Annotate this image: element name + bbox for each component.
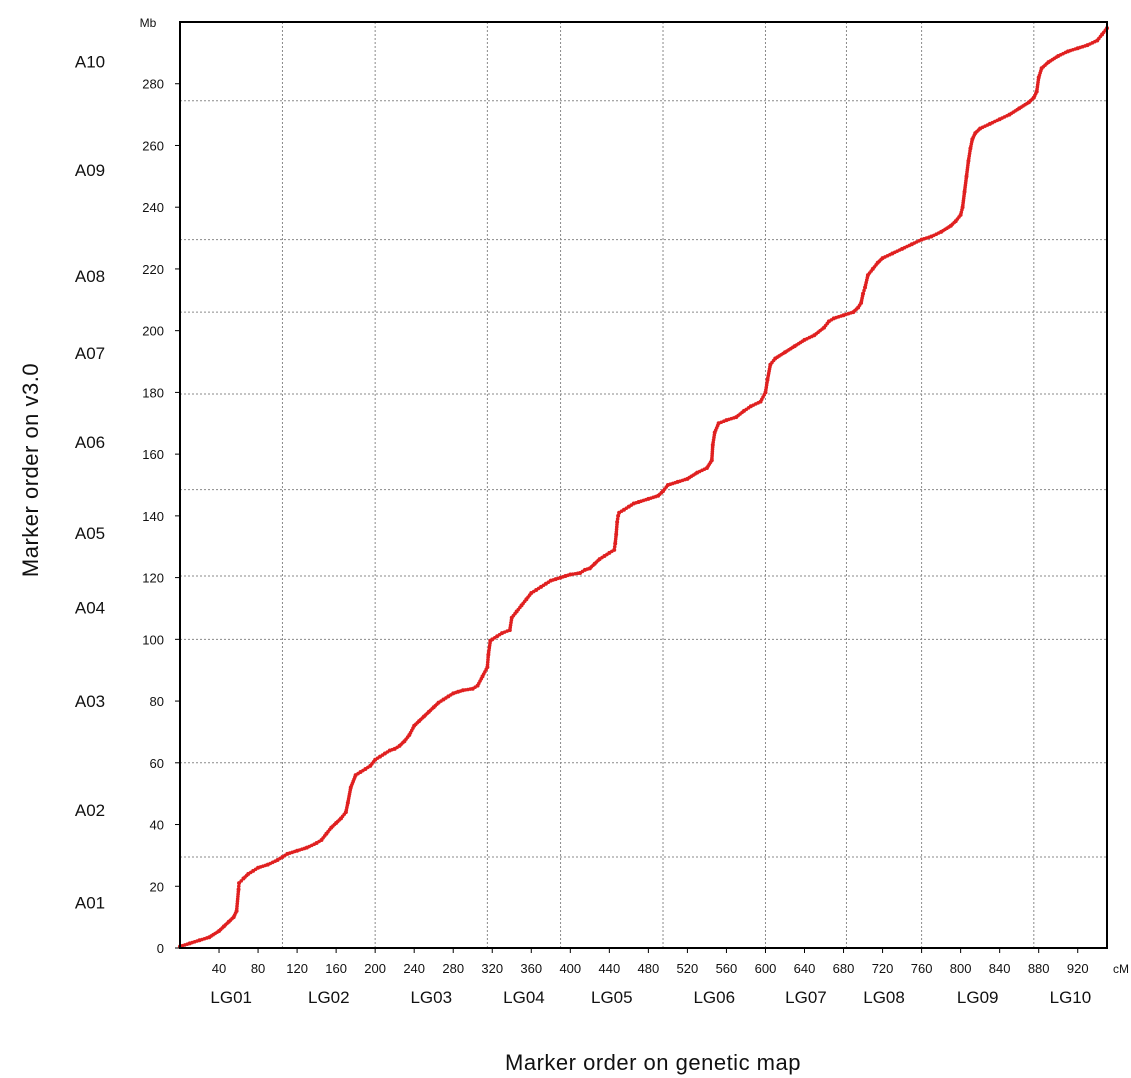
x-tick-label: 200 <box>364 961 386 976</box>
x-tick-label: 280 <box>442 961 464 976</box>
marker-point <box>861 291 866 296</box>
marker-point <box>615 517 620 521</box>
marker-point <box>612 547 617 552</box>
x-tick-label: 680 <box>833 961 855 976</box>
x-tick-label: 40 <box>212 961 226 976</box>
y-tick-label: 200 <box>142 324 164 339</box>
x-tick-label: 920 <box>1067 961 1089 976</box>
x-tick-label: 600 <box>755 961 777 976</box>
x-tick-label: 480 <box>638 961 660 976</box>
chromosome-boundaries <box>180 100 1107 858</box>
x-tick-label: 120 <box>286 961 308 976</box>
chromosome-label: A04 <box>75 599 105 618</box>
y-tick-label: 0 <box>157 941 164 956</box>
y-axis-title: Marker order on v3.0 <box>18 363 43 577</box>
chromosome-label: A02 <box>75 801 105 820</box>
y-tick-label: 20 <box>150 879 164 894</box>
y-tick-label: 240 <box>142 200 164 215</box>
x-tick-label: 520 <box>677 961 699 976</box>
marker-point <box>862 288 866 293</box>
marker-point <box>616 513 621 518</box>
lg-label: LG10 <box>1050 988 1092 1007</box>
lg-label: LG03 <box>410 988 452 1007</box>
x-tick-label: 840 <box>989 961 1011 976</box>
x-unit-label: cM <box>1113 962 1129 976</box>
marker-point <box>236 887 241 892</box>
lg-label: LG02 <box>308 988 350 1007</box>
chromosome-label: A07 <box>75 344 105 363</box>
x-axis-title: Marker order on genetic map <box>505 1050 801 1075</box>
y-tick-label: 80 <box>150 694 164 709</box>
y-tick-label: 60 <box>150 756 164 771</box>
lg-label: LG09 <box>957 988 999 1007</box>
x-tick-label: 320 <box>481 961 503 976</box>
lg-label: LG04 <box>503 988 545 1007</box>
chromosome-label: A08 <box>75 267 105 286</box>
y-tick-label: 280 <box>142 77 164 92</box>
y-tick-label: 260 <box>142 138 164 153</box>
x-tick-label: 400 <box>559 961 581 976</box>
y-tick-label: 100 <box>142 632 164 647</box>
marker-point <box>236 884 241 889</box>
linkage-group-labels: LG01 LG02 LG03 LG04 LG05 LG06 LG07 LG08 LG09 LG10 <box>210 988 1091 1007</box>
y-tick-label: 160 <box>142 447 164 462</box>
y-tick-label: 40 <box>150 818 164 833</box>
x-tick-label: 440 <box>598 961 620 976</box>
x-tick-label: 160 <box>325 961 347 976</box>
x-tick-label: 560 <box>716 961 738 976</box>
lg-label: LG06 <box>693 988 735 1007</box>
plot-border <box>179 21 1108 949</box>
chromosome-labels: A01 A02 A03 A04 A05 A06 A07 A08 A09 A10 <box>75 52 105 912</box>
chromosome-label: A03 <box>75 692 105 711</box>
chromosome-label: A10 <box>75 52 105 71</box>
x-tick-labels: 40 80 120 160 200 240 280 320 360 400 440 480 520 560… <box>212 948 1089 976</box>
lg-label: LG01 <box>210 988 252 1007</box>
lg-label: LG07 <box>785 988 827 1007</box>
y-unit-label: Mb <box>140 16 157 30</box>
x-tick-label: 880 <box>1028 961 1050 976</box>
plot-frame <box>179 21 1108 949</box>
y-tick-label: 120 <box>142 571 164 586</box>
y-tick-label: 180 <box>142 385 164 400</box>
x-tick-label: 240 <box>403 961 425 976</box>
y-tick-label: 220 <box>142 262 164 277</box>
chromosome-label: A09 <box>75 161 105 180</box>
marker-point <box>615 520 620 525</box>
x-tick-label: 720 <box>872 961 894 976</box>
chromosome-label: A05 <box>75 524 105 543</box>
y-tick-labels: 0 20 40 60 80 100 120 140 160 180 200 220 240 260 280 <box>142 77 180 956</box>
marker-point <box>612 544 617 549</box>
x-tick-label: 640 <box>794 961 816 976</box>
y-tick-label: 140 <box>142 509 164 524</box>
lg-label: LG05 <box>591 988 633 1007</box>
linkage-group-boundaries <box>281 22 1035 948</box>
x-tick-label: 360 <box>520 961 542 976</box>
chromosome-label: A01 <box>75 893 105 912</box>
lg-label: LG08 <box>863 988 905 1007</box>
x-tick-label: 800 <box>950 961 972 976</box>
data-points <box>178 26 1109 949</box>
chromosome-label: A06 <box>75 433 105 452</box>
x-tick-label: 80 <box>251 961 265 976</box>
x-tick-label: 760 <box>911 961 933 976</box>
